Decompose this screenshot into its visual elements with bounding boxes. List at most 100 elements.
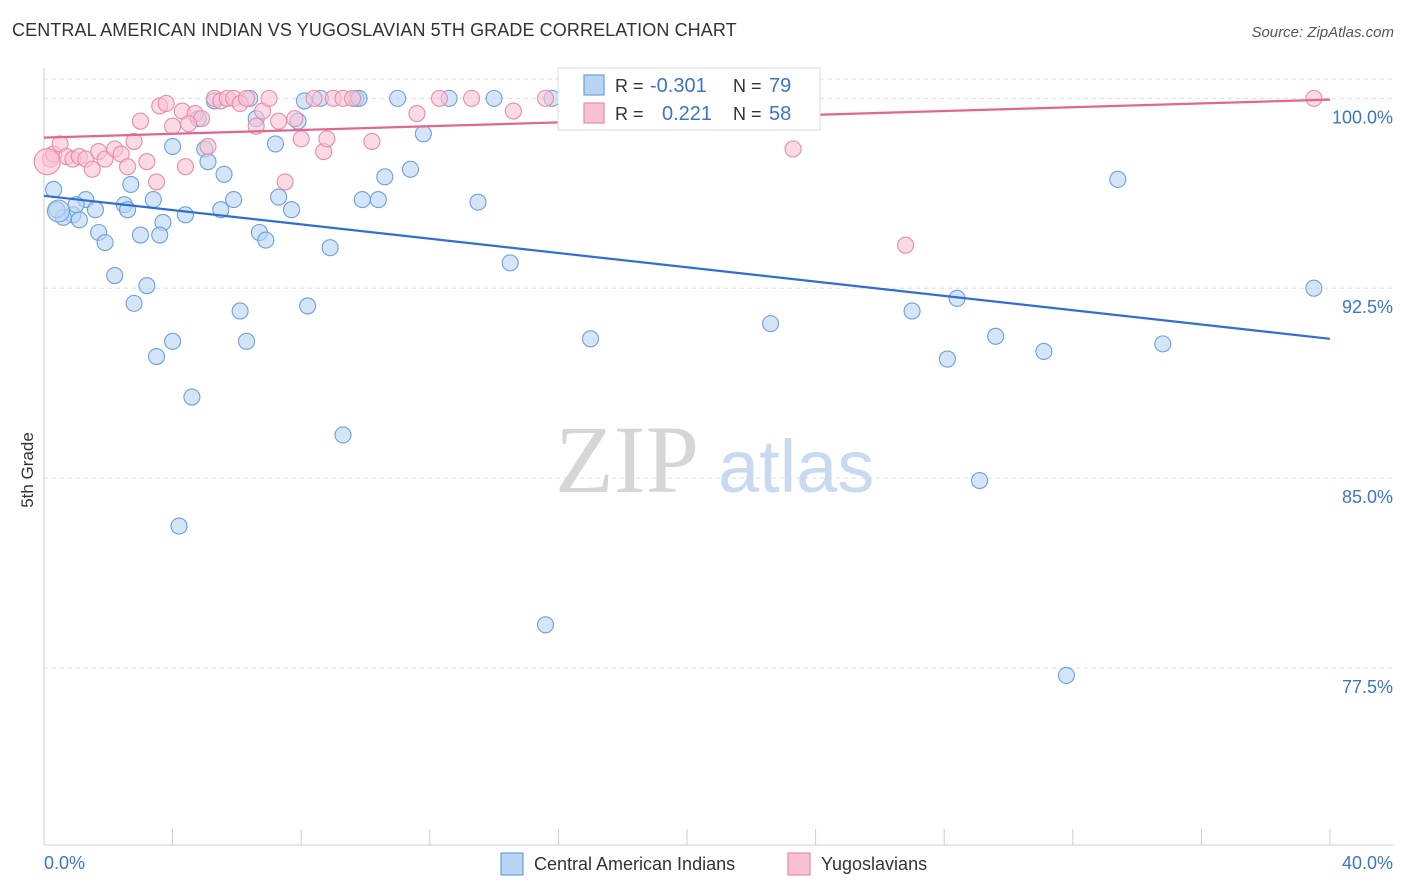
legend-r-value-1: -0.301: [650, 75, 707, 97]
legend-n-value-2: 58: [769, 103, 791, 125]
blue-point-large: [46, 199, 71, 223]
blue-point: [151, 226, 169, 244]
stats-legend: R = -0.301 N = 79 R = 0.221 N = 58: [557, 67, 821, 131]
blue-point: [971, 471, 989, 490]
pink-point: [237, 89, 256, 107]
chart-title: CENTRAL AMERICAN INDIAN VS YUGOSLAVIAN 5…: [12, 20, 737, 40]
y-tick-label: 92.5%: [1342, 297, 1393, 317]
pink-point: [260, 89, 278, 107]
blue-point: [164, 332, 182, 350]
pink-point: [408, 105, 426, 123]
blue-point: [1057, 666, 1075, 684]
legend-swatch-pink: [583, 102, 605, 124]
blue-point: [266, 135, 285, 153]
blue-point: [231, 302, 249, 320]
watermark: ZIP atlas: [555, 406, 874, 513]
blue-point: [122, 175, 140, 193]
pink-point: [1305, 89, 1323, 107]
blue-point: [376, 168, 394, 186]
blue-trend-line: [43, 194, 1331, 340]
blue-point: [938, 350, 956, 368]
pink-point: [504, 102, 522, 120]
blue-point: [45, 180, 63, 199]
pink-point: [157, 94, 175, 112]
tick-labels: 100.0% 92.5% 85.0% 77.5% 0.0% 40.0%: [44, 107, 1393, 873]
blue-point: [237, 332, 256, 350]
blue-point: [86, 201, 104, 219]
pink-point: [344, 89, 362, 107]
pink-point: [199, 137, 217, 156]
blue-point: [257, 231, 275, 249]
blue-point: [1035, 342, 1053, 361]
blue-point: [170, 517, 188, 535]
y-tick-label: 100.0%: [1332, 107, 1393, 127]
blue-point: [501, 254, 519, 272]
blue-point: [389, 89, 407, 107]
pink-point: [131, 112, 149, 130]
series-central-american-indians: [45, 89, 1323, 684]
pink-point: [430, 89, 448, 107]
y-axis-label: 5th Grade: [18, 432, 37, 508]
blue-point: [283, 201, 301, 219]
blue-point: [321, 239, 339, 257]
blue-point: [215, 165, 233, 183]
blue-point: [183, 388, 201, 406]
blue-point: [469, 193, 487, 211]
axes: [43, 68, 1393, 846]
legend-n-label-2: N =: [733, 104, 762, 124]
pink-point: [276, 173, 294, 191]
blue-point: [299, 297, 317, 315]
pink-point: [318, 130, 336, 148]
blue-point: [70, 211, 88, 229]
blue-point: [334, 426, 352, 444]
blue-point: [536, 616, 555, 634]
pink-point: [292, 130, 310, 148]
pink-point: [125, 132, 143, 150]
pink-point: [176, 158, 195, 176]
pink-point: [83, 160, 101, 178]
blue-point: [106, 266, 124, 285]
pink-point: [363, 132, 381, 150]
blue-point: [131, 226, 149, 244]
legend-n-value-1: 79: [769, 75, 791, 97]
grid-lines: [44, 78, 1393, 669]
blue-point: [199, 153, 217, 171]
legend-r-label-2: R =: [615, 104, 644, 124]
legend-n-label-1: N =: [733, 76, 762, 96]
blue-point: [125, 294, 143, 312]
blue-point: [270, 188, 288, 206]
x-tick-label: 0.0%: [44, 853, 85, 873]
pink-point: [164, 117, 182, 135]
pink-point: [119, 158, 137, 176]
pink-point: [463, 89, 481, 107]
legend-swatch-yugoslavians: [787, 852, 811, 876]
y-tick-label: 77.5%: [1342, 677, 1393, 697]
blue-point: [176, 206, 195, 224]
watermark-atlas: atlas: [718, 425, 874, 508]
blue-point: [401, 160, 420, 178]
blue-point: [1154, 335, 1172, 353]
blue-point: [96, 234, 114, 252]
pink-point: [286, 110, 304, 128]
legend-label-yugoslavians: Yugoslavians: [821, 854, 927, 874]
legend-swatch-central-american-indians: [500, 852, 524, 876]
blue-point: [762, 315, 780, 333]
pink-point-large: [33, 148, 61, 176]
trend-lines: [43, 98, 1331, 340]
pink-point: [536, 89, 555, 107]
blue-point: [138, 277, 156, 295]
blue-point: [144, 191, 162, 209]
x-tick-label: 40.0%: [1342, 853, 1393, 873]
blue-point: [1305, 279, 1323, 297]
blue-point: [1109, 170, 1127, 188]
legend-r-value-2: 0.221: [662, 103, 712, 125]
series-yugoslavians: [33, 89, 1323, 254]
pink-point: [270, 112, 288, 130]
pink-point: [305, 89, 323, 107]
blue-point: [212, 201, 230, 219]
blue-point: [147, 347, 166, 366]
blue-point: [353, 191, 371, 209]
blue-point: [903, 302, 921, 320]
blue-point: [414, 125, 432, 143]
